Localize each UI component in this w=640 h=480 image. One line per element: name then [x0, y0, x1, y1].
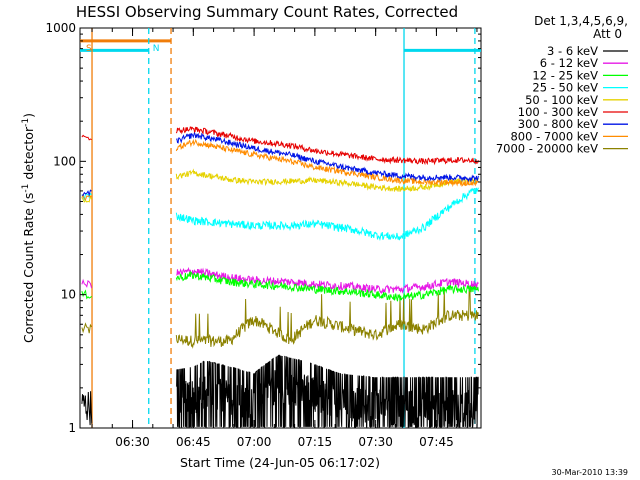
y-tick-label: 1: [68, 421, 76, 435]
y-tick-label: 1000: [45, 21, 76, 35]
x-tick-label: 06:30: [115, 435, 150, 449]
legend-label: 100 - 300 keV: [518, 105, 598, 119]
legend-label: 7000 - 20000 keV: [496, 142, 598, 156]
series-line: [175, 138, 479, 188]
axes: 1 10 100 1000 06:30 06:45 07:00 07:15 07:30 07:45: [45, 21, 481, 449]
chart-title: HESSI Observing Summary Count Rates, Cor…: [76, 3, 458, 21]
y-tick-label: 10: [61, 288, 76, 302]
legend-label: 50 - 100 keV: [525, 93, 598, 107]
series-line: [81, 194, 93, 203]
series-line: [81, 278, 93, 289]
plot-area: [79, 27, 482, 429]
timestamp: 30-Mar-2010 13:39: [552, 468, 629, 477]
series-line: [81, 193, 92, 201]
series-line: [175, 187, 479, 242]
series-line: [175, 168, 479, 193]
annotation-label: N: [153, 44, 160, 54]
series-line: [81, 391, 93, 426]
x-tick-label: 07:15: [298, 435, 333, 449]
series-line: [175, 354, 479, 428]
legend-label: 800 - 7000 keV: [510, 129, 598, 143]
series-line: [176, 131, 479, 183]
legend-label: 300 - 800 keV: [518, 117, 598, 131]
legend-label: 6 - 12 keV: [540, 56, 598, 70]
legend-label: 25 - 50 keV: [532, 81, 598, 95]
legend-header-2: Att 0: [593, 27, 622, 41]
plot-border: [79, 27, 482, 429]
y-axis-label: Corrected Count Rate (s-1 detector-1): [21, 113, 36, 343]
x-tick-label: 07:45: [419, 435, 454, 449]
series-line: [175, 270, 479, 302]
legend-label: 3 - 6 keV: [547, 44, 598, 58]
annotation-label: S: [86, 44, 92, 54]
series-line: [81, 322, 93, 334]
legend-label: 12 - 25 keV: [532, 68, 598, 82]
series-line: [175, 287, 479, 349]
series-line: [175, 126, 479, 166]
series-line: [81, 189, 92, 197]
x-axis-label: Start Time (24-Jun-05 06:17:02): [180, 455, 380, 470]
x-tick-label: 07:30: [358, 435, 393, 449]
x-tick-label: 06:45: [176, 435, 211, 449]
x-tick-label: 07:00: [237, 435, 272, 449]
series-line: [81, 192, 92, 202]
y-tick-label: 100: [53, 154, 76, 168]
legend-header-1: Det 1,3,4,5,6,9,: [534, 14, 628, 28]
series-line: [81, 134, 92, 141]
